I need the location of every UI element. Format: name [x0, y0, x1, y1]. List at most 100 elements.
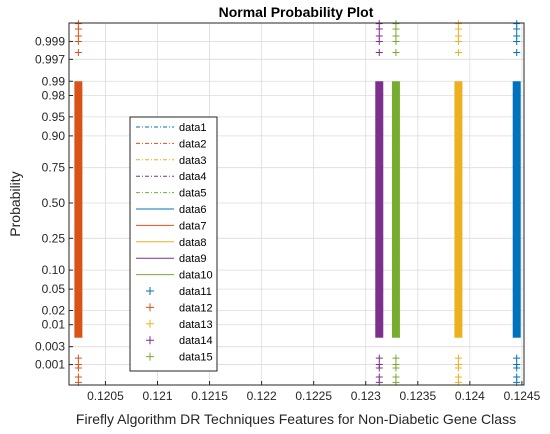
data-point [375, 32, 383, 40]
data-point [74, 309, 82, 317]
legend-label: data3 [179, 155, 207, 167]
legend-label: data15 [179, 352, 213, 364]
y-tick-label: 0.75 [42, 161, 66, 175]
y-tick-label: 0.98 [42, 89, 66, 103]
data-point [375, 127, 383, 135]
legend-marker [146, 287, 154, 295]
data-point [392, 294, 400, 302]
data-point [454, 25, 462, 33]
data-point [513, 89, 521, 97]
chart-title: Normal Probability Plot [219, 4, 374, 20]
data-point [513, 354, 521, 362]
data-point [74, 32, 82, 40]
legend-item: data13 [146, 319, 213, 331]
legend-item: data4 [136, 171, 207, 183]
legend-item: data8 [136, 237, 207, 249]
data-point [454, 364, 462, 372]
y-tick-label: 0.99 [42, 74, 66, 88]
legend-item: data12 [146, 302, 213, 314]
data-point [392, 32, 400, 40]
data-point [513, 32, 521, 40]
data-point [375, 121, 383, 129]
x-tick-label: 0.1235 [399, 389, 436, 403]
x-tick-label: 0.123 [351, 389, 381, 403]
legend-label: data6 [179, 204, 207, 216]
legend-item: data3 [136, 155, 207, 167]
data-point [513, 294, 521, 302]
legend-label: data4 [179, 171, 207, 183]
legend-item: data5 [136, 188, 207, 200]
data-point [392, 113, 400, 121]
y-tick-label: 0.90 [42, 129, 66, 143]
legend-marker [146, 352, 154, 361]
data-point [392, 49, 400, 57]
y-tick-label: 0.02 [42, 303, 66, 317]
legend-item: data15 [146, 352, 213, 364]
data-point [454, 294, 462, 302]
legend-label: data2 [179, 138, 207, 150]
legend-label: data10 [179, 270, 213, 282]
y-tick-label: 0.001 [35, 358, 65, 372]
data-point [375, 285, 383, 293]
legend-item: data6 [136, 204, 207, 216]
data-point [375, 373, 383, 381]
data-point [74, 285, 82, 293]
x-tick-label: 0.122 [247, 389, 277, 403]
data-point [74, 104, 82, 112]
data-point [454, 89, 462, 97]
legend-label: data12 [179, 302, 213, 314]
legend-label: data13 [179, 319, 213, 331]
legend-label: data8 [179, 237, 207, 249]
data-point [375, 277, 383, 285]
data-point [375, 25, 383, 33]
data-point [513, 364, 521, 372]
legend-label: data5 [179, 188, 207, 200]
series-data11 [512, 20, 521, 386]
data-point [392, 364, 400, 372]
data-point [454, 285, 462, 293]
data-point [375, 49, 383, 57]
data-point [454, 309, 462, 317]
series-data12 [74, 20, 83, 386]
legend-item: data2 [136, 138, 207, 150]
legend-marker [146, 303, 154, 312]
legend-label: data11 [179, 286, 212, 298]
data-point [74, 277, 82, 285]
data-point [454, 277, 462, 285]
series-data14 [375, 20, 384, 386]
y-axis-label: Probability [7, 171, 23, 236]
legend-item: data7 [136, 220, 207, 232]
data-point [375, 89, 383, 97]
legend-label: data7 [179, 220, 207, 232]
y-axis-ticks: 0.001 0.003 0.010.02 0.05 0.10 0.25 0.50 0.75 0.… [35, 34, 73, 372]
data-point [454, 32, 462, 40]
data-point [74, 121, 82, 129]
data-point [513, 113, 521, 121]
data-point [513, 121, 521, 129]
data-point [392, 277, 400, 285]
data-point [513, 127, 521, 135]
data-point [74, 127, 82, 135]
data-point [513, 277, 521, 285]
legend-item: data10 [136, 270, 213, 282]
y-tick-label: 0.25 [42, 231, 66, 245]
data-point [454, 104, 462, 112]
axes-box [68, 22, 525, 386]
data-point [392, 89, 400, 97]
data-point [392, 104, 400, 112]
data-point [513, 309, 521, 317]
legend-item: data11 [146, 286, 212, 298]
legend-item: data9 [136, 253, 207, 265]
y-tick-label: 0.05 [42, 282, 66, 296]
y-tick-label: 0.999 [35, 34, 65, 48]
x-tick-label: 0.124 [455, 389, 485, 403]
data-point [513, 25, 521, 33]
data-point [375, 309, 383, 317]
x-tick-label: 0.121 [142, 389, 172, 403]
data-marks [74, 20, 521, 386]
y-tick-label: 0.003 [35, 340, 65, 354]
data-point [454, 354, 462, 362]
legend-label: data1 [179, 122, 207, 134]
data-point [375, 113, 383, 121]
